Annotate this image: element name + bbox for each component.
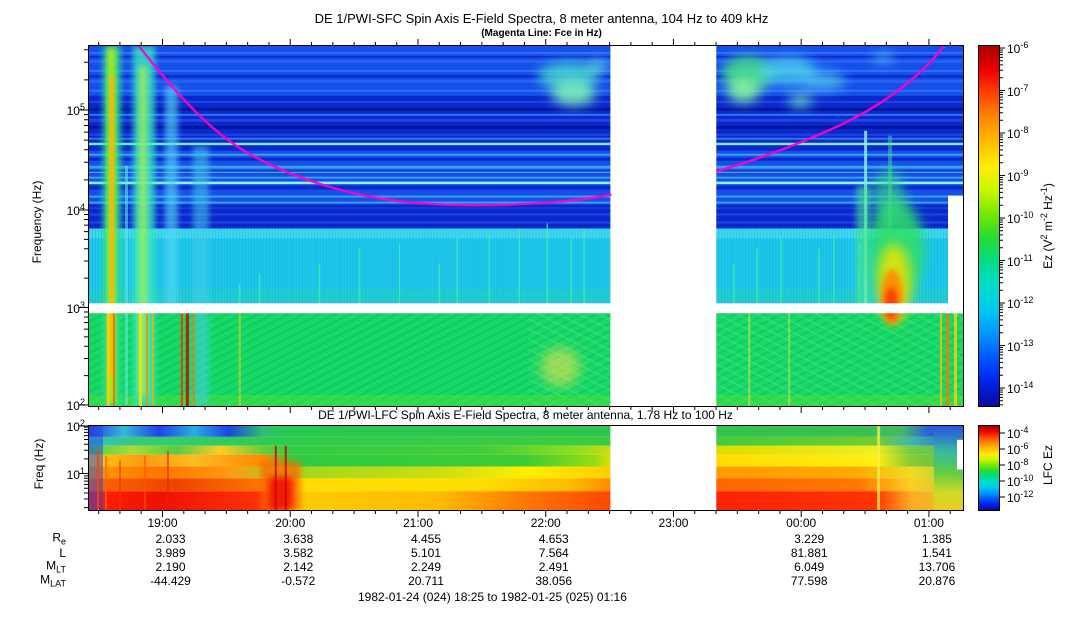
footer-timerange: 1982-01-24 (024) 18:25 to 1982-01-25 (02… <box>358 590 627 604</box>
sfc-y-tick-label: 102 <box>66 397 85 413</box>
lfc-y-axis-label: Freq (Hz) <box>32 438 46 490</box>
lfc-panel-title: DE 1/PWI-LFC Spin Axis E-Field Spectra, … <box>318 408 733 422</box>
lfc-spectrogram <box>88 425 964 511</box>
time-tick-label: 22:00 <box>530 516 561 530</box>
time-tick-label: 23:00 <box>658 516 689 530</box>
page-subtitle: (Magenta Line: Fce in Hz) <box>481 28 602 39</box>
time-tick-label: 00:00 <box>786 516 817 530</box>
time-tick-label: 01:00 <box>913 516 944 530</box>
lfc-colorbar-label: LFC Ez <box>1041 444 1055 486</box>
eph-row-label: Re <box>52 530 66 547</box>
sfc-spectrogram-art <box>89 46 963 406</box>
horizontal-data-gap <box>89 303 963 314</box>
eph-value: 4.653 <box>538 532 569 546</box>
eph-value: 20.711 <box>408 574 444 588</box>
eph-value: 1.385 <box>921 532 952 546</box>
eph-value: 3.989 <box>155 546 186 560</box>
eph-value: 13.706 <box>918 560 956 574</box>
time-tick-label: 19:00 <box>147 516 178 530</box>
sfc-y-axis-label: Frequency (Hz) <box>30 180 44 264</box>
sfc-colorbar-tick-label: 10-7 <box>1007 82 1029 99</box>
eph-value: 2.491 <box>538 560 569 574</box>
sfc-colorbar-tick-label: 10-11 <box>1007 252 1033 269</box>
eph-value: -0.572 <box>281 574 316 588</box>
eph-value: 2.249 <box>410 560 441 574</box>
eph-value: 6.049 <box>794 560 825 574</box>
eph-row-label: MLT <box>46 558 66 575</box>
eph-value: 7.564 <box>538 546 569 560</box>
sfc-colorbar-tick-label: 10-12 <box>1007 295 1034 311</box>
sfc-colorbar-tick-label: 10-10 <box>1007 210 1034 226</box>
lfc-data-gap <box>610 426 717 510</box>
eph-value: 4.455 <box>410 532 441 546</box>
eph-value: -44.429 <box>150 574 191 588</box>
sfc-y-tick-label: 105 <box>66 102 85 118</box>
lfc-edge-gap <box>957 439 963 470</box>
eph-value: 2.142 <box>283 560 314 574</box>
eph-value: 81.881 <box>790 546 828 560</box>
lfc-colorbar-tick-label: 10-12 <box>1007 489 1034 505</box>
lfc-spectrogram-art <box>89 426 963 510</box>
sfc-y-tick-label: 104 <box>66 202 85 218</box>
lfc-colorbar-tick-label: 10-8 <box>1007 457 1029 473</box>
right-edge-gap <box>948 195 963 314</box>
eph-row-label: MLAT <box>40 572 66 589</box>
sfc-colorbar-tick-label: 10-13 <box>1007 337 1034 354</box>
lfc-y-tick-label: 102 <box>66 418 85 434</box>
sfc-colorbar-tick-label: 10-9 <box>1007 167 1029 184</box>
sfc-colorbar-tick-label: 10-14 <box>1007 380 1034 396</box>
sfc-colorbar-tick-label: 10-8 <box>1007 125 1029 141</box>
eph-value: 5.101 <box>410 546 441 560</box>
eph-value: 77.598 <box>790 574 828 588</box>
lfc-colorbar <box>978 425 1000 511</box>
lfc-bright-streak <box>877 426 881 510</box>
page-title: DE 1/PWI-SFC Spin Axis E-Field Spectra, … <box>314 11 769 26</box>
eph-value: 3.582 <box>283 546 314 560</box>
lfc-colorbar-tick-label: 10-4 <box>1007 425 1029 441</box>
eph-value: 3.229 <box>794 532 825 546</box>
eph-value: 20.876 <box>918 574 956 588</box>
time-tick-label: 21:00 <box>402 516 433 530</box>
eph-value: 3.638 <box>283 532 314 546</box>
eph-row-label: L <box>59 546 66 560</box>
sfc-y-tick-label: 103 <box>66 299 85 316</box>
lfc-y-tick-label: 101 <box>66 465 85 482</box>
eph-value: 2.190 <box>155 560 186 574</box>
eph-value: 38.056 <box>535 574 573 588</box>
sfc-colorbar-label: Ez (V2 m-2 Hz-1) <box>1039 183 1055 269</box>
eph-value: 1.541 <box>921 546 952 560</box>
time-tick-label: 20:00 <box>275 516 306 530</box>
lfc-colorbar-tick-label: 10-10 <box>1007 473 1034 489</box>
sfc-colorbar <box>978 45 1000 407</box>
sfc-colorbar-tick-label: 10-6 <box>1007 40 1029 56</box>
sfc-spectrogram <box>88 45 964 407</box>
lfc-colorbar-tick-label: 10-6 <box>1007 441 1029 457</box>
eph-value: 2.033 <box>155 532 186 546</box>
vertical-data-gap <box>610 46 717 406</box>
